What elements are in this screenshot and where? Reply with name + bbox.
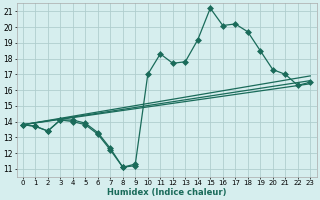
X-axis label: Humidex (Indice chaleur): Humidex (Indice chaleur) (107, 188, 226, 197)
